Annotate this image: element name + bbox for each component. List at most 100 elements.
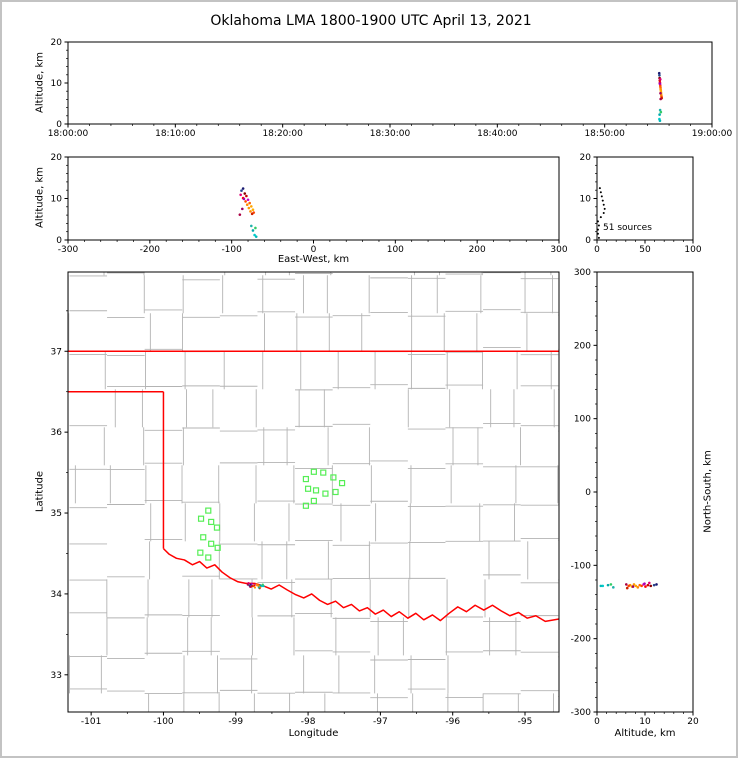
source-point [649,584,653,588]
tick-label: 37 [51,347,62,357]
state-border [162,548,559,623]
tick-label: -200 [571,635,592,645]
source-point [257,586,260,589]
source-point [632,583,636,586]
plan_view-frame [67,271,560,713]
tick-label: 200 [574,341,591,351]
station-marker [310,468,317,475]
source-point [247,206,251,210]
tick-label: -98 [301,717,316,727]
station-marker [322,490,329,497]
ew_height-axes: -300 -200 -100 0 100 200 300 0 10 20 [51,153,568,255]
map-layers [68,272,559,712]
station-marker [208,540,215,547]
tick-label: 34 [51,590,63,600]
station-marker [320,469,327,476]
source-point [596,220,599,223]
source-point [239,193,242,197]
time_height-frame [67,41,713,125]
tick-label: 0 [56,120,62,130]
source-point [631,585,635,588]
tick-label: 20 [580,153,592,163]
alt_histogram-points [596,187,606,239]
source-point [636,586,640,589]
tick-label: 18:00:00 [48,129,89,139]
station-marker [214,544,221,551]
tick-label: -96 [445,717,460,727]
ew-height-ylabel: Altitude, km [34,167,46,228]
station-marker [332,488,339,496]
source-point [625,586,629,590]
source-point [252,584,255,588]
station-marker [338,480,346,487]
source-point [598,187,601,190]
map-ylabel: Latitude [34,470,46,513]
station-marker [310,497,317,504]
source-point [242,197,246,201]
tick-label: -200 [140,245,161,255]
source-point [250,224,253,228]
source-point [250,205,253,208]
tick-label: 35 [51,509,62,519]
tick-label: 300 [574,268,591,278]
source-point [253,586,257,589]
tick-label: 18:40:00 [477,129,518,139]
source-point [250,582,253,585]
source-point [241,187,245,190]
source-point [659,78,662,81]
source-point [596,232,599,235]
tick-label: -99 [228,717,243,727]
source-point [240,189,243,192]
tick-label: -101 [81,717,101,727]
tick-label: 100 [387,245,404,255]
source-point [643,582,646,585]
source-point [253,233,256,237]
source-point [658,108,662,112]
tick-label: -100 [571,561,592,571]
source-point [659,110,663,114]
source-point [246,198,250,202]
station-marker [208,518,215,526]
source-point [600,195,603,198]
source-point [244,200,247,203]
source-point [599,584,603,588]
station-marker [304,485,312,492]
tick-label: 20 [687,717,699,727]
tick-label: 10 [51,79,63,89]
tick-label: -300 [571,708,592,718]
source-point [624,583,628,586]
station-marker [205,507,212,514]
source-point [658,119,662,123]
tick-label: 19:00:00 [692,129,733,139]
source-point [597,236,600,239]
ns-height-ylabel: North-South, km [702,450,714,533]
station-marker [330,474,337,481]
state-border-lines [68,350,559,623]
tick-label: 10 [580,195,592,205]
source-point [602,203,605,206]
station-marker [200,534,207,541]
tick-label: 18:10:00 [155,129,196,139]
source-point [238,213,242,216]
time-height-ylabel: Altitude, km [34,52,46,113]
source-point [601,584,605,588]
source-point [601,199,604,202]
tick-label: 18:20:00 [262,129,303,139]
station-marker [312,487,320,494]
station-marker [302,502,310,509]
source-point [646,583,650,587]
figure-title: Oklahoma LMA 1800-1900 UTC April 13, 202… [210,13,532,29]
ns_height-axes: 0 10 20 -300 -200 -100 0 100 200 300 [571,268,699,727]
source-point [612,586,615,589]
tick-label: 20 [51,38,63,48]
tick-label: 10 [639,717,651,727]
station-marker [302,475,310,483]
station-marker [213,524,221,531]
source-point [254,235,258,238]
tick-label: -97 [373,717,388,727]
source-point [658,73,661,77]
source-point [657,71,661,75]
alt_histogram-frame [596,156,694,241]
